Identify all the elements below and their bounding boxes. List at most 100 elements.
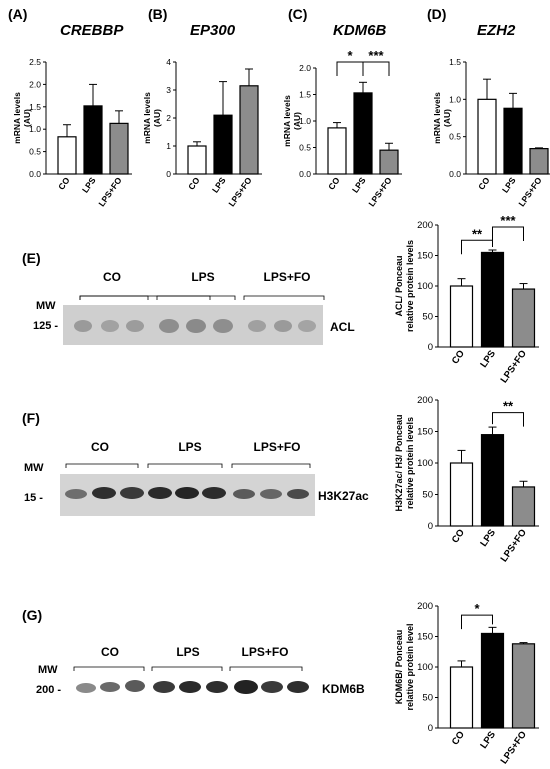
blot-f-group-lps: LPS — [178, 440, 202, 454]
chart-f-ytick-label: 50 — [422, 490, 433, 501]
chart-a-ytick-label: 1.0 — [29, 124, 41, 134]
chart-e-sig-bracket — [461, 239, 493, 255]
blot-e-group-lpsfo: LPS+FO — [263, 270, 311, 284]
chart-g-ytick-label: 200 — [417, 601, 433, 612]
chart-f-ytick-label: 0 — [428, 521, 433, 532]
blot-f: CO LPS LPS+FO — [60, 440, 360, 520]
chart-b-xtick-label: CO — [186, 175, 202, 191]
chart-a-ytick-label: 1.5 — [29, 102, 41, 112]
blot-f-mw-value: 15 - — [24, 492, 43, 504]
chart-d-ytick-label: 0.0 — [449, 169, 461, 179]
chart-c-xtick-label: LPS — [350, 175, 368, 195]
chart-a-bar-co — [57, 136, 77, 175]
chart-f-ytick-label: 100 — [417, 458, 433, 469]
chart-a: 0.0 0.5 1.0 1.5 2.0 2.5 mRNA levels (AU) CO LPSLP… — [12, 57, 132, 208]
blot-e-protein: ACL — [330, 320, 355, 334]
blot-e-membrane — [63, 305, 323, 345]
chart-e-ylabel: relative protein levels — [405, 240, 415, 332]
panel-label-a: (A) — [8, 6, 28, 22]
chart-g-xtick-label: CO — [450, 729, 467, 747]
chart-d-ytick-label: 1.0 — [449, 94, 461, 104]
chart-a-bar-lps-fo — [109, 122, 129, 175]
chart-b-ylabel: (AU) — [152, 109, 162, 127]
chart-f: 0 50 100 150 200 H3K27ac/ H3/ Ponceau relative… — [394, 395, 539, 564]
chart-a-ytick-label: 2.5 — [29, 57, 41, 67]
chart-e-xtick-label: CO — [450, 348, 467, 366]
chart-g-xtick-label: LPS — [478, 729, 498, 750]
chart-d-xtick-label: LPS — [500, 175, 518, 195]
chart-a-ylabel: mRNA levels — [12, 92, 22, 144]
panel-label-b: (B) — [148, 6, 168, 22]
chart-b-ytick-label: 3 — [166, 85, 171, 95]
blot-e-mw-value: 125 - — [33, 320, 59, 332]
chart-f-xtick-label: CO — [450, 527, 467, 545]
blot-g-group-brackets — [73, 666, 303, 671]
blot-f-group-brackets — [65, 463, 311, 468]
blot-g-protein: KDM6B — [322, 682, 365, 696]
blot-e: CO LPS LPS+FO — [60, 270, 380, 350]
chart-b-ytick-label: 0 — [166, 169, 171, 179]
chart-f-bar-lps-fo — [511, 486, 536, 527]
blot-g-group-lpsfo: LPS+FO — [241, 645, 289, 659]
chart-b-ytick-label: 4 — [166, 57, 171, 67]
blot-e-group-brackets — [79, 295, 325, 300]
chart-f-ylabel: H3K27ac/ H3/ Ponceau — [394, 414, 404, 511]
chart-f-sig-label: ** — [503, 399, 514, 414]
chart-b-xtick-label: LPS+FO — [226, 175, 254, 208]
panel-title-b: EP300 — [190, 22, 236, 39]
chart-c-ylabel: mRNA levels — [282, 95, 292, 147]
chart-g-ylabel: relative protein level — [405, 623, 415, 710]
chart-e-sig-label: ** — [472, 226, 483, 241]
chart-e-bar-lps — [480, 251, 505, 348]
chart-c-ytick-label: 1.5 — [299, 90, 311, 100]
chart-c-bar-lps-fo — [379, 149, 399, 175]
chart-b-ytick-label: 2 — [166, 113, 171, 123]
blot-e-group-co: CO — [103, 270, 121, 284]
chart-c-bar-co — [327, 127, 347, 175]
blot-f-protein: H3K27ac — [318, 489, 369, 503]
blot-f-membrane — [60, 474, 315, 516]
chart-a-ytick-label: 0.0 — [29, 169, 41, 179]
blot-g: CO LPS LPS+FO — [70, 645, 330, 715]
chart-e-ytick-label: 100 — [417, 281, 433, 292]
chart-a-xtick-label: LPS — [80, 175, 98, 195]
chart-b-bar-co — [187, 145, 207, 175]
chart-b-ylabel: mRNA levels — [142, 92, 152, 144]
chart-a-xtick-label: LPS+FO — [96, 175, 124, 208]
panel-title-c: KDM6B — [333, 22, 387, 39]
chart-e-xtick-label: LPS — [478, 348, 498, 369]
chart-b-bar-lps-fo — [239, 85, 259, 175]
chart-c-bar-lps — [353, 92, 373, 175]
chart-b-ytick-label: 1 — [166, 141, 171, 151]
chart-c-sig-bracket — [336, 61, 364, 76]
chart-d-bar-lps — [503, 107, 523, 175]
chart-d-ylabel: (AU) — [442, 109, 452, 127]
chart-g: 0 50 100 150 200 KDM6B/ Ponceau relative prote… — [394, 601, 539, 766]
chart-a-xtick-label: CO — [56, 175, 72, 191]
chart-f-ytick-label: 150 — [417, 427, 433, 438]
chart-d-ylabel: mRNA levels — [432, 92, 442, 144]
blot-e-group-lps: LPS — [191, 270, 215, 284]
chart-f-ylabel: relative protein levels — [405, 417, 415, 509]
chart-e-ytick-label: 200 — [417, 220, 433, 231]
chart-c-ytick-label: 0.5 — [299, 143, 311, 153]
blot-f-group-co: CO — [91, 440, 109, 454]
chart-c-sig-label: *** — [368, 48, 384, 63]
chart-c-ytick-label: 0.0 — [299, 169, 311, 179]
chart-a-ytick-label: 2.0 — [29, 79, 41, 89]
chart-d-ytick-label: 0.5 — [449, 132, 461, 142]
chart-g-ytick-label: 50 — [422, 693, 433, 704]
chart-f-sig-bracket — [492, 412, 524, 427]
chart-d-bar-lps-fo — [529, 148, 549, 175]
chart-e-bar-co — [449, 285, 474, 348]
panel-label-d: (D) — [427, 6, 447, 22]
chart-g-sig-bracket — [461, 614, 493, 630]
chart-e-sig-bracket — [492, 226, 524, 241]
chart-d-bar-co — [477, 98, 497, 175]
chart-f-bar-co — [449, 462, 474, 527]
chart-c-sig-bracket — [362, 61, 390, 76]
blot-g-mw-value: 200 - — [36, 684, 62, 696]
chart-f-bar-lps — [480, 434, 505, 527]
